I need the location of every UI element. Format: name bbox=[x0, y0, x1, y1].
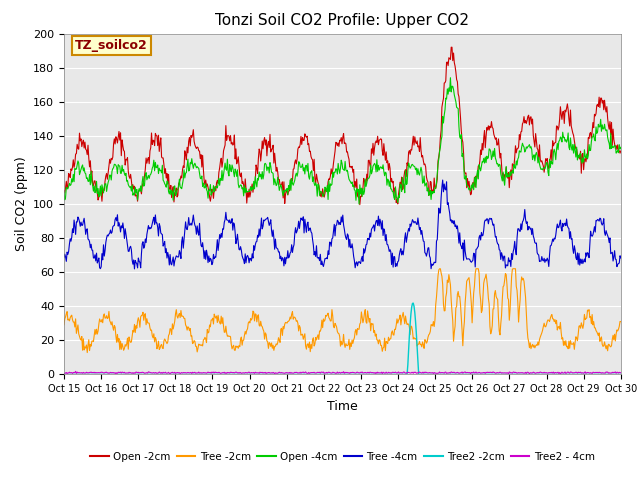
X-axis label: Time: Time bbox=[327, 400, 358, 413]
Title: Tonzi Soil CO2 Profile: Upper CO2: Tonzi Soil CO2 Profile: Upper CO2 bbox=[216, 13, 469, 28]
Text: TZ_soilco2: TZ_soilco2 bbox=[75, 39, 148, 52]
Y-axis label: Soil CO2 (ppm): Soil CO2 (ppm) bbox=[15, 156, 28, 252]
Legend: Open -2cm, Tree -2cm, Open -4cm, Tree -4cm, Tree2 -2cm, Tree2 - 4cm: Open -2cm, Tree -2cm, Open -4cm, Tree -4… bbox=[86, 448, 599, 466]
